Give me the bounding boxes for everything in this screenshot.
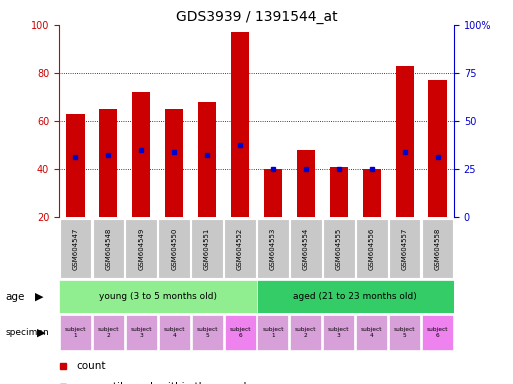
Bar — [422, 315, 453, 350]
Bar — [92, 219, 124, 278]
Bar — [60, 219, 91, 278]
Text: GSM604555: GSM604555 — [336, 227, 342, 270]
Text: GSM604551: GSM604551 — [204, 227, 210, 270]
Text: subject
6: subject 6 — [229, 327, 251, 338]
Text: subject
4: subject 4 — [164, 327, 185, 338]
Text: subject
3: subject 3 — [130, 327, 152, 338]
Bar — [422, 219, 453, 278]
Bar — [224, 219, 256, 278]
Text: aged (21 to 23 months old): aged (21 to 23 months old) — [293, 292, 417, 301]
Text: GSM604554: GSM604554 — [303, 227, 309, 270]
Bar — [356, 315, 387, 350]
Bar — [258, 315, 288, 350]
Bar — [323, 219, 354, 278]
Text: GSM604553: GSM604553 — [270, 227, 276, 270]
Bar — [191, 219, 223, 278]
Bar — [132, 92, 150, 217]
Title: GDS3939 / 1391544_at: GDS3939 / 1391544_at — [175, 10, 338, 24]
Text: GSM604558: GSM604558 — [435, 227, 441, 270]
Text: GSM604556: GSM604556 — [369, 227, 374, 270]
Bar — [428, 80, 447, 217]
Bar — [126, 315, 157, 350]
Text: specimen: specimen — [5, 328, 49, 337]
Bar — [297, 150, 315, 217]
Text: subject
5: subject 5 — [196, 327, 218, 338]
Bar — [198, 102, 216, 217]
Text: GSM604548: GSM604548 — [105, 227, 111, 270]
Text: subject
1: subject 1 — [262, 327, 284, 338]
Text: GSM604550: GSM604550 — [171, 227, 177, 270]
Text: GSM604552: GSM604552 — [237, 227, 243, 270]
Bar — [356, 219, 387, 278]
Bar — [396, 66, 413, 217]
Bar — [257, 219, 289, 278]
Bar — [159, 315, 190, 350]
Bar — [66, 114, 85, 217]
Bar — [159, 219, 190, 278]
Bar — [323, 315, 354, 350]
Text: GSM604557: GSM604557 — [402, 227, 408, 270]
Bar — [290, 315, 321, 350]
Bar — [59, 280, 256, 313]
Text: subject
6: subject 6 — [427, 327, 448, 338]
Text: subject
2: subject 2 — [295, 327, 317, 338]
Text: subject
3: subject 3 — [328, 327, 349, 338]
Text: count: count — [77, 361, 106, 371]
Text: ▶: ▶ — [37, 327, 46, 338]
Text: ▶: ▶ — [35, 291, 44, 302]
Bar — [330, 167, 348, 217]
Bar — [192, 315, 223, 350]
Bar — [93, 315, 124, 350]
Text: subject
2: subject 2 — [97, 327, 119, 338]
Text: GSM604547: GSM604547 — [72, 227, 78, 270]
Bar — [389, 219, 421, 278]
Bar — [60, 315, 91, 350]
Bar — [264, 169, 282, 217]
Text: age: age — [5, 291, 25, 302]
Bar — [290, 219, 322, 278]
Text: GSM604549: GSM604549 — [139, 227, 144, 270]
Text: young (3 to 5 months old): young (3 to 5 months old) — [98, 292, 217, 301]
Text: subject
5: subject 5 — [394, 327, 416, 338]
Bar — [363, 169, 381, 217]
Text: subject
1: subject 1 — [65, 327, 86, 338]
Bar — [389, 315, 420, 350]
Bar — [100, 109, 117, 217]
Bar — [165, 109, 183, 217]
Bar — [256, 280, 454, 313]
Text: subject
4: subject 4 — [361, 327, 383, 338]
Bar — [126, 219, 157, 278]
Bar — [225, 315, 255, 350]
Bar — [231, 32, 249, 217]
Text: percentile rank within the sample: percentile rank within the sample — [77, 382, 252, 384]
